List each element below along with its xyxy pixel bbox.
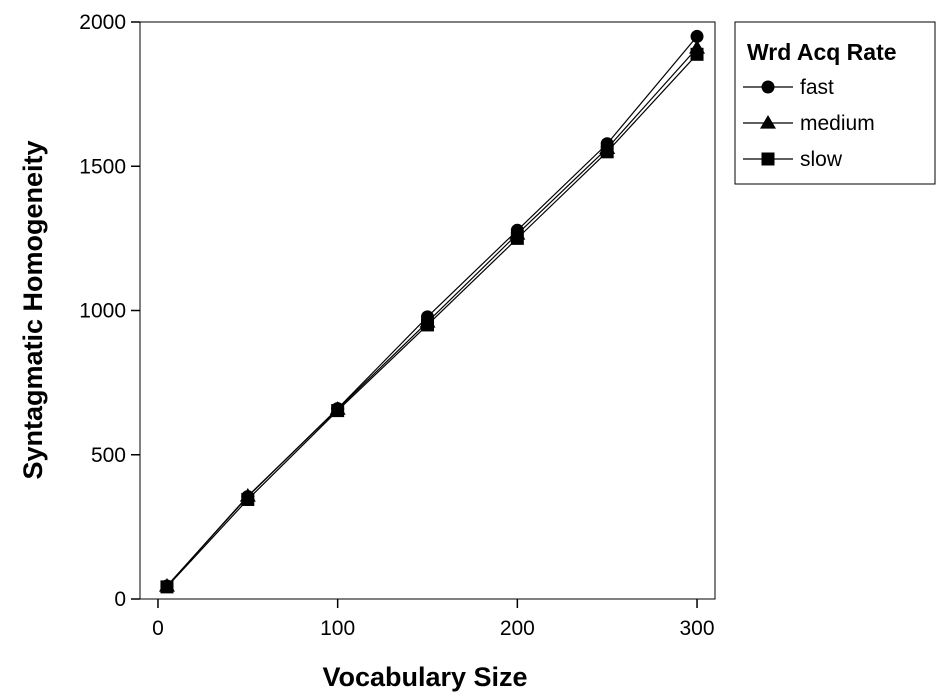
- legend-marker-slow: [761, 152, 775, 166]
- data-point-slow: [241, 492, 255, 506]
- y-tick-label: 1000: [79, 300, 126, 323]
- legend-entries: fast medium slow: [743, 76, 875, 171]
- data-point-slow: [421, 318, 434, 332]
- data-point-slow: [600, 145, 614, 159]
- legend-label-medium: medium: [800, 112, 875, 135]
- y-tick-label: 500: [91, 444, 126, 467]
- legend-entry-fast: fast: [743, 76, 834, 99]
- x-axis-title: Vocabulary Size: [322, 662, 527, 692]
- y-axis-title: Syntagmatic Homogeneity: [18, 140, 48, 479]
- legend-marker-medium: [760, 115, 776, 129]
- legend-label-fast: fast: [800, 76, 834, 99]
- legend-marker-fast: [761, 80, 775, 94]
- series-fast: [160, 29, 704, 593]
- data-point-slow: [160, 580, 174, 594]
- data-point-fast: [690, 29, 704, 43]
- legend-label-slow: slow: [800, 148, 843, 171]
- series-slow: [160, 47, 704, 594]
- x-tick-label: 0: [152, 617, 164, 640]
- x-tick-label: 100: [320, 617, 355, 640]
- x-tick-label: 200: [500, 617, 535, 640]
- data-point-slow: [331, 404, 345, 418]
- y-tick-label: 0: [114, 588, 126, 611]
- legend-title: Wrd Acq Rate: [747, 39, 897, 65]
- axes: 0 500 1000 1500 2000 0 100 200 300: [79, 11, 716, 640]
- series-layer: [158, 29, 706, 594]
- y-tick-label: 1500: [79, 155, 126, 178]
- legend: Wrd Acq Rate fast medium slow: [734, 21, 936, 185]
- legend-entry-slow: slow: [743, 148, 843, 171]
- y-tick-label: 2000: [79, 11, 126, 34]
- x-tick-label: 300: [680, 617, 715, 640]
- data-point-slow: [510, 231, 524, 245]
- legend-entry-medium: medium: [743, 112, 875, 135]
- data-point-slow: [690, 47, 704, 61]
